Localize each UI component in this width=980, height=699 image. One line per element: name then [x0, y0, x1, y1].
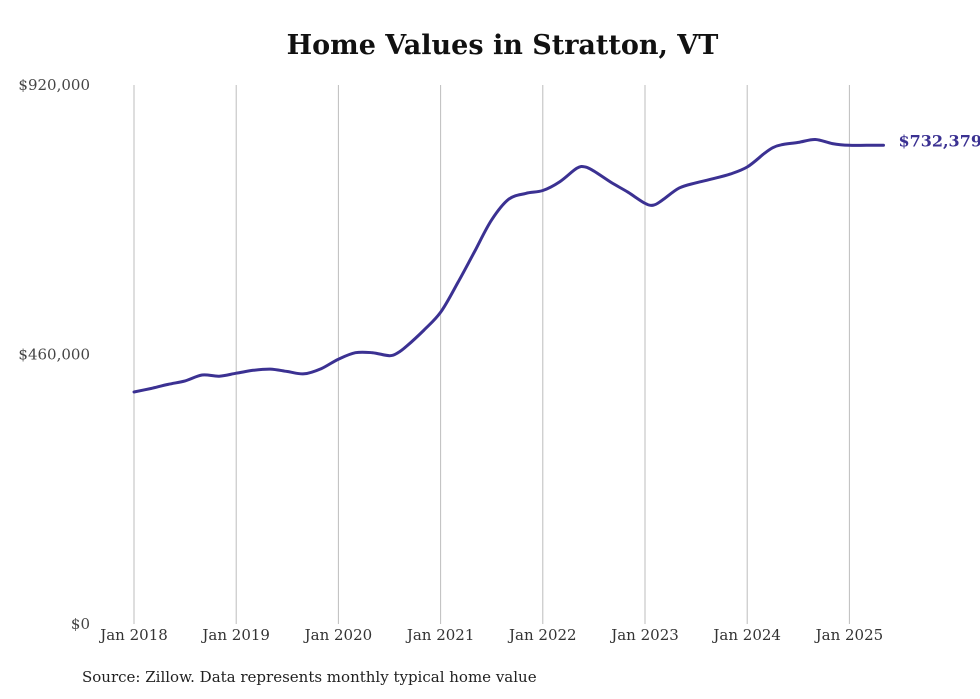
series-group [132, 137, 885, 394]
x-tick-label: Jan 2023 [609, 626, 679, 644]
source-note: Source: Zillow. Data represents monthly … [82, 668, 537, 686]
chart-title: Home Values in Stratton, VT [286, 30, 719, 61]
y-tick-label: $460,000 [18, 346, 90, 364]
x-tick-label: Jan 2021 [405, 626, 475, 644]
series-line [132, 137, 885, 394]
y-axis-ticks: $0 $460,000 $920,000 [18, 76, 90, 633]
y-tick-label: $920,000 [18, 76, 90, 94]
x-tick-label: Jan 2019 [200, 626, 270, 644]
y-tick-label: $0 [71, 615, 90, 633]
x-tick-label: Jan 2022 [507, 626, 577, 644]
x-tick-label: Jan 2024 [711, 626, 781, 644]
x-axis-ticks: Jan 2018 Jan 2019 Jan 2020 Jan 2021 Jan 2022… [98, 626, 883, 644]
x-tick-label: Jan 2020 [303, 626, 373, 644]
end-value-label: $732,379 [898, 131, 980, 150]
x-tick-label: Jan 2018 [98, 626, 168, 644]
annotation-group: $732,379 [898, 131, 980, 150]
gridlines [133, 85, 850, 624]
x-tick-label: Jan 2025 [814, 626, 884, 644]
